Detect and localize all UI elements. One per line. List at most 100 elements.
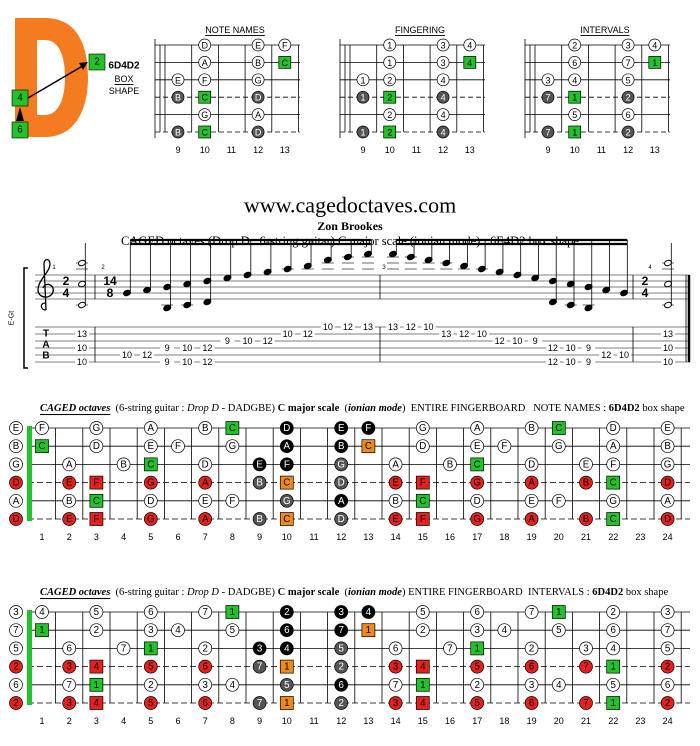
fret-number: 1 (39, 532, 44, 542)
tab-bg (563, 358, 578, 366)
note-circle (551, 493, 566, 508)
note-circle (606, 493, 621, 508)
note-label: C (201, 128, 208, 138)
note-label: C (283, 514, 290, 525)
note-label: 5 (665, 643, 671, 654)
note-label: 6 (572, 58, 577, 68)
note-circle (356, 125, 370, 139)
note-label: 4 (230, 680, 236, 691)
note-label: 7 (529, 607, 534, 618)
note-circle (524, 641, 539, 656)
note-label: 2 (13, 698, 18, 709)
tab-number: 10 (77, 343, 87, 353)
note-circle (383, 38, 397, 52)
diagram-title: INTERVALS (580, 25, 629, 35)
note-circle (606, 623, 621, 638)
tab-letter: T (43, 329, 49, 340)
note-label: 1 (572, 128, 577, 138)
note-label: A (202, 58, 208, 68)
author: Zon Brookes (317, 219, 383, 233)
note-circle (568, 73, 582, 87)
note-label: 4 (284, 643, 290, 654)
note-circle (388, 677, 403, 692)
note-circle (198, 605, 213, 619)
tab-bg (75, 330, 89, 338)
note-label: 1 (360, 128, 365, 138)
note-label: 1 (284, 698, 289, 709)
fret-number: 22 (608, 532, 618, 542)
note-circle (252, 641, 267, 656)
note-circle (388, 493, 403, 508)
note-label: 4 (572, 75, 577, 85)
note-label: 1 (556, 607, 561, 618)
note-label: 1 (148, 643, 153, 654)
note-circle (252, 475, 267, 490)
note-circle (334, 439, 349, 454)
fret-number: 11 (597, 145, 606, 155)
note-label: D (255, 128, 262, 138)
note-label: A (610, 441, 617, 452)
note-circle (524, 475, 539, 490)
fret-number: 3 (94, 532, 99, 542)
note-circle (356, 73, 370, 87)
note-circle (621, 125, 635, 139)
note-circle (35, 605, 49, 619)
note-label: 5 (13, 643, 19, 654)
note-circle (436, 38, 450, 52)
note-circle (143, 493, 158, 508)
note-circle (361, 605, 376, 619)
note-label: F (175, 441, 181, 452)
note-square (470, 457, 485, 472)
tab-bg (581, 358, 596, 366)
title-part: ) ENTIRE FINGERBOARD INTERVALS : (402, 587, 592, 598)
note-label: C (365, 441, 372, 452)
note-label: G (255, 75, 262, 85)
note-square (415, 677, 430, 692)
note-circle (388, 512, 403, 526)
note-square (279, 512, 294, 526)
note-circle (551, 623, 566, 638)
note-label: D (528, 459, 535, 470)
note-circle (660, 493, 675, 508)
note-circle (198, 56, 212, 69)
fret-number: 14 (391, 716, 401, 726)
note-square (279, 659, 294, 674)
tab-number: 10 (242, 336, 252, 346)
tab-bg (160, 358, 175, 366)
note-circle (334, 696, 349, 710)
note-square (568, 90, 582, 104)
note-label: 1 (360, 75, 365, 85)
note-label: 7 (393, 680, 398, 691)
note-circle (579, 696, 593, 710)
fret-number: 12 (336, 532, 346, 542)
note-label: 2 (474, 680, 479, 691)
tab-number: 9 (165, 343, 170, 353)
note-label: 4 (467, 41, 472, 51)
measure-number: 1 (52, 265, 56, 271)
note-label: C (229, 423, 236, 434)
note-circle (621, 108, 635, 121)
note-circle (568, 108, 582, 121)
tab-bg (545, 358, 560, 366)
note-circle (388, 659, 403, 674)
note-label: 4 (420, 662, 426, 673)
note-circle (279, 623, 294, 638)
title-part: 6D4D2 (609, 403, 640, 414)
fret-number: 24 (663, 532, 673, 542)
note-circle (198, 475, 213, 490)
note-label: D (12, 514, 19, 525)
note-circle (143, 421, 158, 435)
note-label: C (283, 478, 290, 489)
note-circle (660, 605, 675, 619)
note-circle (143, 475, 158, 490)
measure-number: 3 (382, 265, 386, 271)
note-label: 7 (626, 58, 631, 68)
note-circle (279, 641, 294, 656)
note-circle (198, 493, 213, 508)
note-circle (388, 457, 403, 472)
note-label: F (556, 496, 562, 507)
logo-arrow (27, 63, 87, 99)
fret-number: 7 (203, 716, 208, 726)
note-label: 1 (39, 625, 44, 636)
